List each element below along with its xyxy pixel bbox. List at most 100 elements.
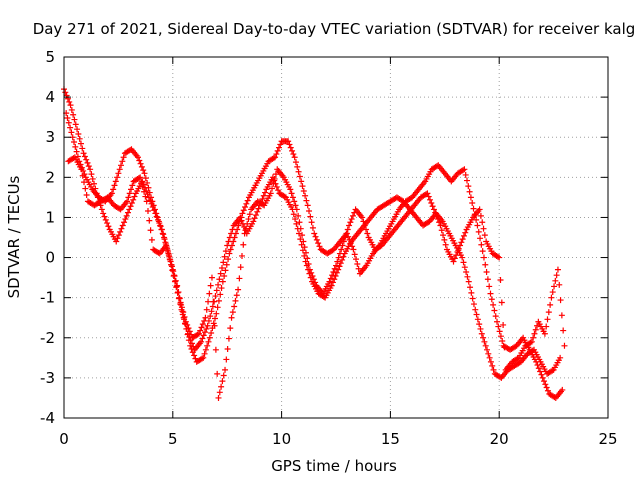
data-point <box>285 138 292 145</box>
data-point <box>67 102 74 109</box>
data-point <box>142 193 149 200</box>
y-axis-label: SDTVAR / TECUs <box>5 175 23 298</box>
data-point <box>484 346 491 353</box>
x-tick-label: 5 <box>168 430 178 448</box>
data-point <box>470 205 477 212</box>
data-point <box>476 321 483 328</box>
data-point <box>348 216 355 223</box>
data-point <box>215 394 222 401</box>
data-point <box>229 309 236 316</box>
data-point <box>359 214 366 221</box>
data-point <box>495 323 502 330</box>
data-point <box>246 211 253 218</box>
data-point <box>364 230 371 237</box>
data-point <box>120 154 127 161</box>
data-point <box>172 277 179 284</box>
data-point <box>312 233 319 240</box>
data-point <box>80 150 87 157</box>
data-point <box>543 384 550 391</box>
data-point <box>309 273 316 280</box>
data-point <box>227 246 234 253</box>
data-point <box>232 297 239 304</box>
data-point <box>462 171 469 178</box>
data-point <box>219 278 226 285</box>
data-point <box>287 144 294 151</box>
data-point <box>497 277 504 284</box>
data-point <box>225 335 232 342</box>
x-axis-label: GPS time / hours <box>271 457 397 475</box>
data-point <box>128 200 135 207</box>
data-point <box>355 265 362 272</box>
data-point <box>269 185 276 192</box>
data-point <box>304 255 311 262</box>
data-point <box>144 208 151 215</box>
data-point <box>260 192 267 199</box>
data-point <box>334 258 341 265</box>
data-point <box>328 282 335 289</box>
data-point <box>308 269 315 276</box>
data-point <box>459 236 466 243</box>
data-point <box>289 147 296 154</box>
data-point <box>70 111 77 118</box>
plot-frame <box>63 56 609 419</box>
data-point <box>425 193 432 200</box>
data-point <box>275 144 282 151</box>
data-point <box>433 163 440 170</box>
data-point <box>548 294 555 301</box>
data-point <box>461 264 468 271</box>
data-point <box>215 281 222 288</box>
data-point <box>559 386 566 393</box>
data-point <box>235 222 242 229</box>
data-point <box>473 311 480 318</box>
data-point <box>208 274 215 281</box>
data-point <box>335 254 342 261</box>
data-point <box>100 210 107 217</box>
data-point <box>460 232 467 239</box>
data-point <box>116 205 123 212</box>
data-point <box>227 325 234 332</box>
data-point <box>490 301 497 308</box>
data-point <box>459 254 466 261</box>
data-point <box>311 230 318 237</box>
data-point <box>501 344 508 351</box>
data-point <box>206 290 213 297</box>
data-point <box>81 153 88 160</box>
data-point <box>204 342 211 349</box>
data-point <box>149 198 156 205</box>
data-point <box>528 338 535 345</box>
data-point <box>213 310 220 317</box>
data-point <box>113 238 120 245</box>
data-point <box>494 253 501 260</box>
data-point <box>140 167 147 174</box>
data-point <box>542 381 549 388</box>
data-point <box>118 225 125 232</box>
data-point <box>558 312 565 319</box>
data-point <box>463 177 470 184</box>
data-point <box>237 264 244 271</box>
data-point <box>199 321 206 328</box>
data-point <box>240 207 247 214</box>
data-point <box>346 236 353 243</box>
data-point <box>161 234 168 241</box>
data-point <box>293 206 300 213</box>
data-point <box>221 253 228 260</box>
data-point <box>110 186 117 193</box>
data-point <box>267 190 274 197</box>
data-point <box>484 276 491 283</box>
data-point <box>499 337 506 344</box>
data-point <box>300 187 307 194</box>
data-point <box>308 219 315 226</box>
data-point <box>144 179 151 186</box>
data-point <box>250 218 257 225</box>
data-point <box>134 154 141 161</box>
data-point <box>479 248 486 255</box>
data-point <box>188 346 195 353</box>
data-point <box>243 200 250 207</box>
data-point <box>126 190 133 197</box>
data-point <box>131 193 138 200</box>
data-point <box>277 141 284 148</box>
data-point <box>155 218 162 225</box>
data-point <box>543 323 550 330</box>
data-point <box>469 295 476 302</box>
